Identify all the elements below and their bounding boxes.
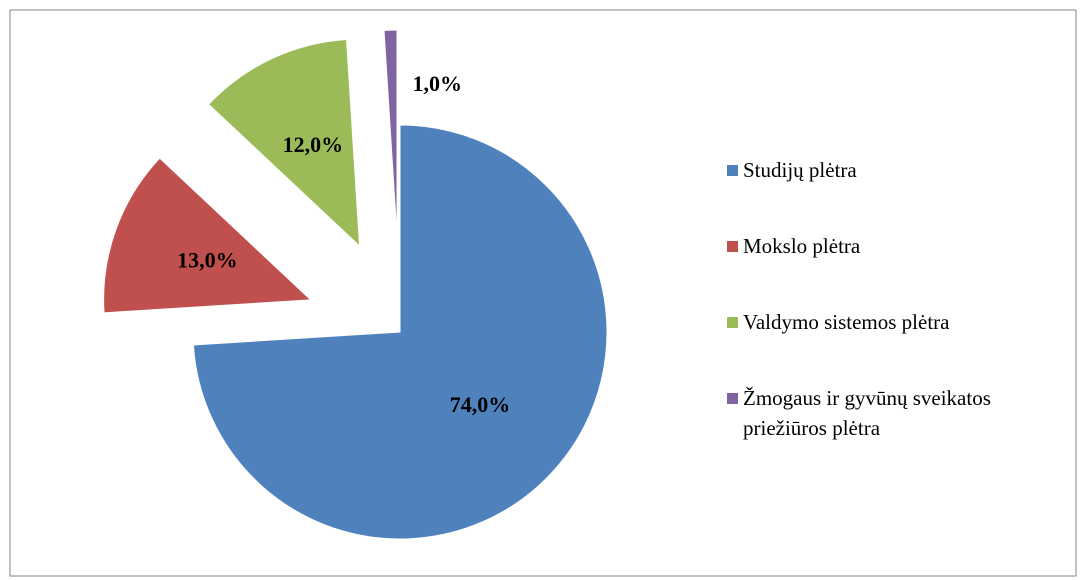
data-label: 1,0%	[413, 71, 463, 96]
data-label: 74,0%	[450, 392, 511, 417]
pie-slice	[192, 124, 608, 540]
legend-swatch	[727, 393, 738, 404]
pie-slice	[207, 38, 361, 248]
legend-swatch	[727, 241, 738, 252]
data-label: 13,0%	[177, 248, 238, 273]
legend-label: Žmogaus ir gyvūnų sveikatos priežiūros p…	[743, 386, 991, 440]
legend-item: Mokslo plėtra	[727, 231, 1067, 261]
pie-slice	[383, 29, 398, 238]
legend: Studijų plėtra Mokslo plėtra Valdymo siste…	[727, 155, 1067, 489]
legend-item: Valdymo sistemos plėtra	[727, 307, 1067, 337]
legend-item: Žmogaus ir gyvūnų sveikatos priežiūros p…	[727, 383, 1067, 443]
data-label: 12,0%	[283, 132, 344, 157]
legend-label: Mokslo plėtra	[743, 234, 861, 258]
legend-label: Studijų plėtra	[743, 158, 857, 182]
pie-slice	[103, 157, 312, 314]
legend-swatch	[727, 165, 738, 176]
legend-label: Valdymo sistemos plėtra	[743, 310, 950, 334]
legend-item: Studijų plėtra	[727, 155, 1067, 185]
legend-swatch	[727, 317, 738, 328]
